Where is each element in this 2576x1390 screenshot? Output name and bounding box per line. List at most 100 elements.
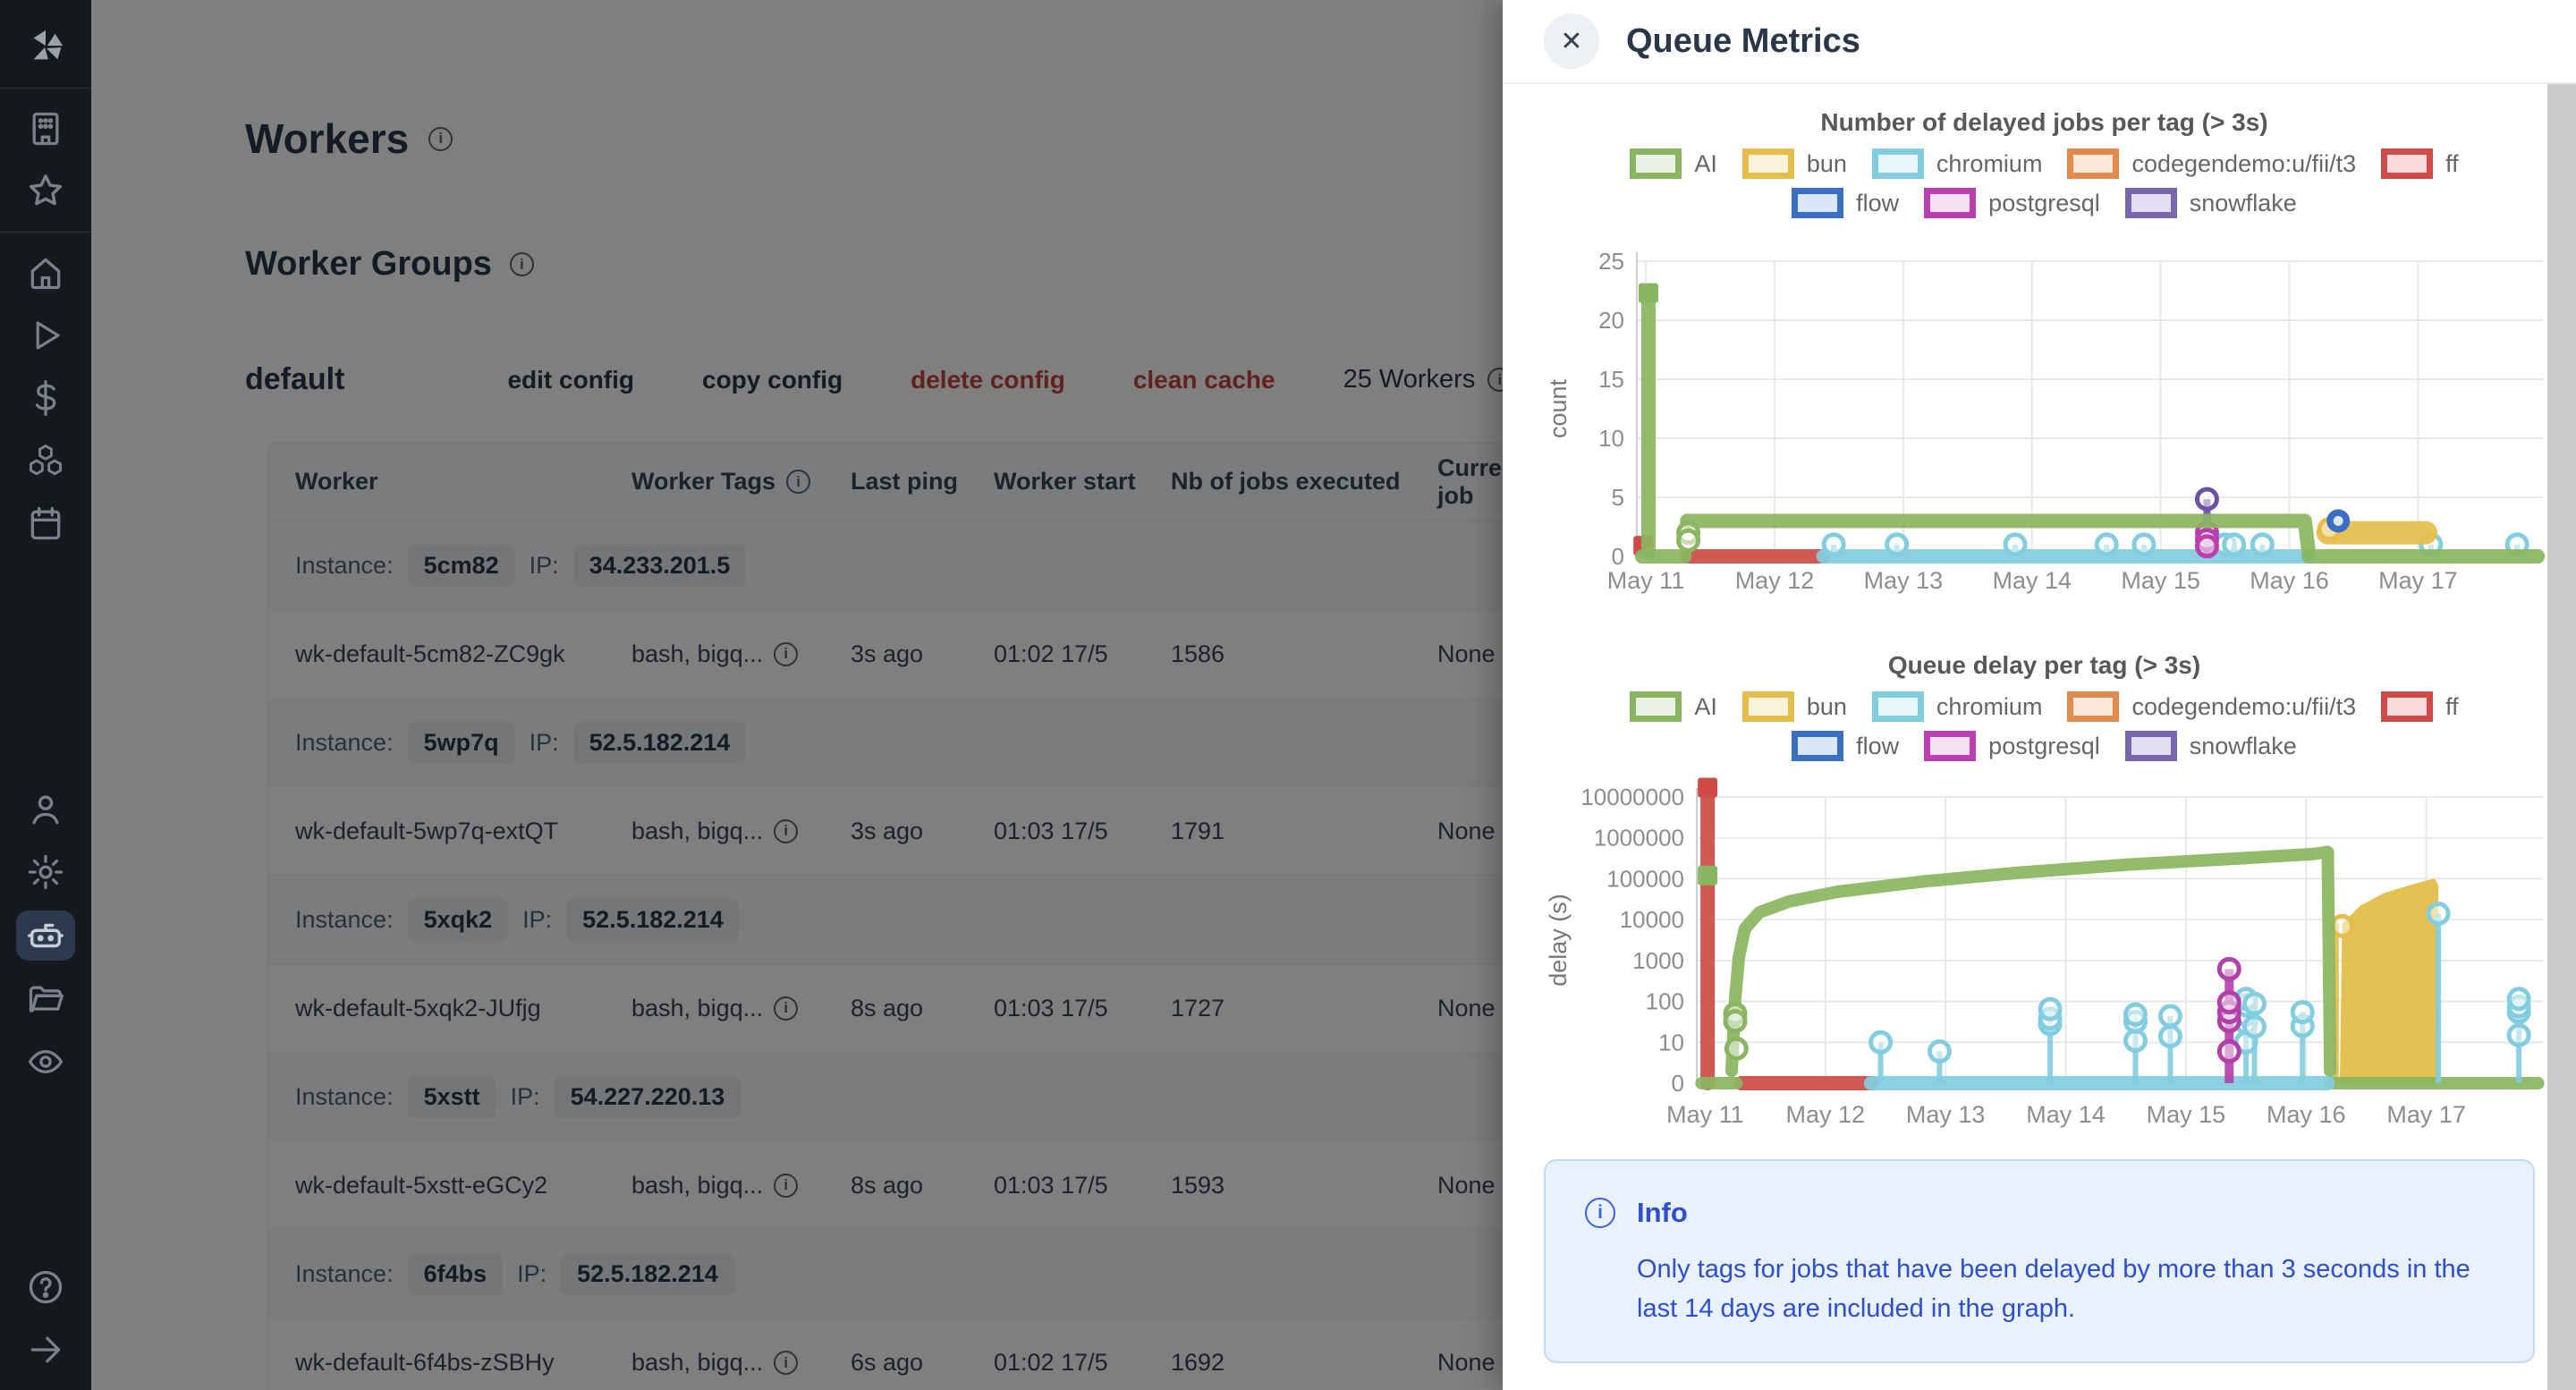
queue-metrics-drawer: ✕ Queue Metrics Number of delayed jobs p… bbox=[1503, 0, 2576, 1390]
svg-text:May 17: May 17 bbox=[2386, 1101, 2466, 1128]
svg-text:20: 20 bbox=[1598, 307, 1624, 334]
legend-row: flow postgresql snowflake bbox=[1543, 731, 2546, 761]
folder-icon[interactable] bbox=[24, 978, 67, 1021]
info-icon: i bbox=[1585, 1198, 1615, 1228]
building-icon[interactable] bbox=[24, 107, 67, 150]
cubes-icon[interactable] bbox=[24, 439, 67, 482]
legend-item-snowflake[interactable]: snowflake bbox=[2124, 731, 2297, 761]
chart-legend: AI bun chromium codegendemo:u/fii/t3 ff flow p… bbox=[1543, 691, 2546, 761]
legend-label: chromium bbox=[1936, 692, 2043, 720]
star-icon[interactable] bbox=[24, 170, 67, 213]
legend-label: ff bbox=[2445, 692, 2459, 720]
legend-item-bun[interactable]: bun bbox=[1741, 148, 1847, 179]
close-button[interactable]: ✕ bbox=[1544, 13, 1599, 69]
legend-label: postgresql bbox=[1988, 732, 2100, 759]
delayed-jobs-chart-block: Number of delayed jobs per tag (> 3s) AI… bbox=[1543, 107, 2546, 607]
svg-text:15: 15 bbox=[1598, 366, 1624, 393]
chart-legend: AI bun chromium codegendemo:u/fii/t3 ff flow p… bbox=[1543, 148, 2546, 218]
svg-text:100000: 100000 bbox=[1606, 865, 1684, 892]
play-icon[interactable] bbox=[24, 314, 67, 357]
svg-text:0: 0 bbox=[1612, 543, 1624, 570]
legend-item-codegendemo:u/fii/t3[interactable]: codegendemo:u/fii/t3 bbox=[2067, 148, 2356, 179]
svg-text:May 11: May 11 bbox=[1666, 1101, 1744, 1128]
svg-text:May 16: May 16 bbox=[2267, 1101, 2346, 1128]
svg-text:May 14: May 14 bbox=[2026, 1101, 2106, 1128]
drawer-scrollbar[interactable] bbox=[2547, 84, 2576, 1390]
chart-title: Number of delayed jobs per tag (> 3s) bbox=[1820, 108, 2268, 136]
svg-text:5: 5 bbox=[1612, 484, 1624, 511]
legend-label: ff bbox=[2445, 149, 2459, 177]
legend-item-bun[interactable]: bun bbox=[1741, 691, 1847, 722]
calendar-icon[interactable] bbox=[24, 502, 67, 545]
windmill-logo-icon[interactable] bbox=[24, 26, 67, 69]
legend-label: codegendemo:u/fii/t3 bbox=[2131, 149, 2357, 177]
queue-delay-chart-block: Queue delay per tag (> 3s) AI bun chromium… bbox=[1543, 650, 2546, 1141]
legend-swatch bbox=[1871, 691, 1924, 722]
svg-text:1000000: 1000000 bbox=[1594, 825, 1684, 852]
legend-item-ff[interactable]: ff bbox=[2381, 691, 2459, 722]
sidebar-divider bbox=[0, 232, 91, 233]
svg-text:May 12: May 12 bbox=[1786, 1101, 1866, 1128]
legend-swatch bbox=[1924, 731, 1977, 761]
delayed-jobs-chart-mount: 0 5 10 15 20 25 May 11 May 12 May 13 May 14 May 15… bbox=[1543, 218, 2546, 607]
gear-icon[interactable] bbox=[24, 851, 67, 894]
svg-text:May 12: May 12 bbox=[1735, 567, 1815, 594]
legend-item-flow[interactable]: flow bbox=[1792, 731, 1899, 761]
legend-swatch bbox=[1924, 188, 1977, 218]
svg-text:May 14: May 14 bbox=[1992, 567, 2072, 594]
legend-item-snowflake[interactable]: snowflake bbox=[2124, 188, 2297, 218]
legend-label: flow bbox=[1856, 732, 1900, 759]
legend-swatch bbox=[2067, 148, 2120, 179]
legend-swatch bbox=[1871, 148, 1924, 179]
legend-item-ff[interactable]: ff bbox=[2381, 148, 2459, 179]
svg-text:May 15: May 15 bbox=[2147, 1101, 2226, 1128]
legend-swatch bbox=[1741, 691, 1794, 722]
info-box-header: i Info bbox=[1585, 1197, 2494, 1229]
sidebar bbox=[0, 0, 91, 1390]
robot-icon[interactable] bbox=[16, 911, 75, 961]
legend-item-chromium[interactable]: chromium bbox=[1871, 148, 2042, 179]
legend-item-AI[interactable]: AI bbox=[1630, 691, 1717, 722]
help-icon[interactable] bbox=[24, 1266, 67, 1309]
legend-swatch bbox=[2381, 691, 2434, 722]
drawer-header: ✕ Queue Metrics bbox=[1503, 0, 2576, 84]
legend-label: bun bbox=[1806, 692, 1847, 720]
legend-item-AI[interactable]: AI bbox=[1630, 148, 1717, 179]
chart-title: Queue delay per tag (> 3s) bbox=[1887, 651, 2201, 679]
user-icon[interactable] bbox=[24, 788, 67, 831]
legend-swatch bbox=[2124, 188, 2177, 218]
legend-swatch bbox=[1792, 188, 1844, 218]
svg-text:May 17: May 17 bbox=[2378, 567, 2458, 594]
svg-text:count: count bbox=[1545, 378, 1572, 438]
legend-label: bun bbox=[1806, 149, 1847, 177]
legend-label: snowflake bbox=[2189, 732, 2297, 759]
legend-label: postgresql bbox=[1988, 189, 2100, 216]
legend-swatch bbox=[1630, 148, 1682, 179]
legend-item-postgresql[interactable]: postgresql bbox=[1924, 188, 2100, 218]
svg-text:10: 10 bbox=[1658, 1029, 1684, 1055]
collapse-arrow-icon[interactable] bbox=[24, 1328, 67, 1371]
svg-text:May 13: May 13 bbox=[1864, 567, 1944, 594]
legend-swatch bbox=[1792, 731, 1844, 761]
drawer-title: Queue Metrics bbox=[1626, 21, 1860, 60]
legend-item-flow[interactable]: flow bbox=[1792, 188, 1899, 218]
legend-item-postgresql[interactable]: postgresql bbox=[1924, 731, 2100, 761]
svg-text:May 15: May 15 bbox=[2121, 567, 2200, 594]
legend-item-chromium[interactable]: chromium bbox=[1871, 691, 2043, 722]
legend-row: AI bun chromium codegendemo:u/fii/t3 ff bbox=[1543, 148, 2546, 179]
legend-label: flow bbox=[1856, 189, 1900, 216]
legend-row: flow postgresql snowflake bbox=[1543, 188, 2546, 218]
svg-text:1000: 1000 bbox=[1632, 947, 1684, 974]
svg-text:May 13: May 13 bbox=[1906, 1101, 1986, 1128]
svg-text:0: 0 bbox=[1672, 1070, 1684, 1097]
legend-swatch bbox=[1630, 691, 1682, 722]
svg-text:10000000: 10000000 bbox=[1580, 784, 1684, 810]
queue-delay-chart: 0 10 100 1000 10000 100000 1000000 10000000 May … bbox=[1545, 777, 2545, 1128]
drawer-body: Number of delayed jobs per tag (> 3s) AI… bbox=[1503, 84, 2576, 1390]
sidebar-divider bbox=[0, 88, 91, 89]
dollar-icon[interactable] bbox=[24, 377, 67, 420]
svg-text:May 11: May 11 bbox=[1607, 567, 1685, 594]
home-icon[interactable] bbox=[24, 251, 67, 294]
eye-icon[interactable] bbox=[24, 1040, 67, 1083]
legend-item-codegendemo:u/fii/t3[interactable]: codegendemo:u/fii/t3 bbox=[2067, 691, 2356, 722]
